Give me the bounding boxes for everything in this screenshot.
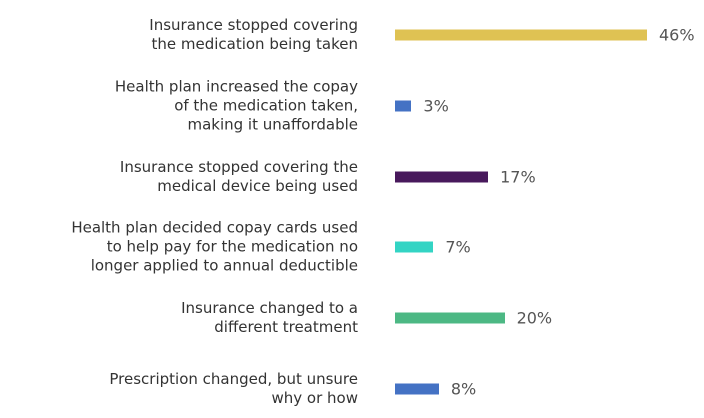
bar (395, 383, 439, 395)
category-label: Insurance changed to a different treatme… (181, 299, 358, 337)
category-label: Health plan decided copay cards used to … (71, 218, 358, 275)
bar (395, 312, 505, 324)
category-label: Prescription changed, but unsure why or … (109, 370, 358, 407)
bar (395, 100, 412, 112)
bar (395, 29, 647, 41)
value-label: 17% (500, 167, 536, 187)
category-label: Insurance stopped covering the medicatio… (149, 16, 358, 53)
bar (395, 241, 434, 253)
value-label: 20% (516, 308, 553, 328)
value-label: 46% (659, 25, 695, 45)
value-label: 7% (445, 237, 471, 257)
value-label: 8% (450, 379, 477, 399)
category-label: Health plan increased the copay of the m… (114, 77, 358, 134)
bar (395, 171, 489, 183)
category-label: Insurance stopped covering the medical d… (119, 157, 358, 195)
value-label: 3% (423, 96, 449, 116)
